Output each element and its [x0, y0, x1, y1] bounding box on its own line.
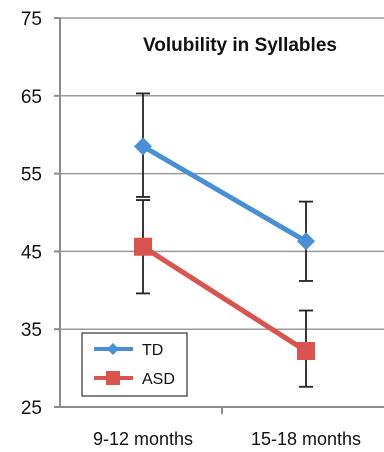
legend-box — [81, 332, 188, 397]
series-line — [141, 244, 308, 354]
y-tick-label: 75 — [21, 9, 42, 30]
legend-entry-asd: ASD — [94, 371, 175, 388]
data-point — [297, 341, 315, 360]
legend: TD ASD — [81, 332, 188, 397]
y-tick-label: 55 — [21, 165, 42, 186]
legend-entry-td: TD — [94, 342, 163, 359]
data-point — [134, 237, 152, 256]
y-tick-label: 65 — [21, 87, 42, 108]
y-tick-label: 35 — [21, 320, 42, 341]
x-tick-label: 15-18 months — [251, 429, 361, 449]
x-axis-ticks: 9-12 months 15-18 months — [93, 407, 361, 449]
series-layer — [134, 92, 315, 388]
x-tick-label: 9-12 months — [93, 429, 193, 449]
gridlines — [60, 17, 384, 330]
data-point — [107, 343, 119, 355]
data-point — [134, 137, 152, 156]
series-asd — [134, 199, 315, 388]
y-tick-label: 25 — [21, 398, 42, 419]
series-line — [141, 144, 308, 244]
data-point — [106, 371, 120, 385]
data-point — [297, 232, 315, 251]
legend-label: TD — [142, 342, 163, 359]
legend-label: ASD — [142, 371, 175, 388]
chart-title: Volubility in Syllables — [143, 35, 337, 56]
y-tick-label: 45 — [21, 242, 42, 263]
series-td — [134, 92, 315, 282]
y-axis-ticks: 25 35 45 55 65 75 — [21, 9, 60, 419]
